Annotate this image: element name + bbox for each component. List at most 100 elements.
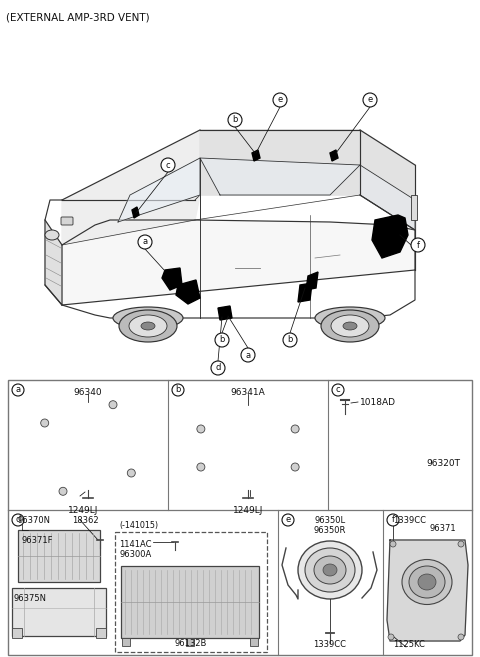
Text: d: d xyxy=(216,363,221,373)
FancyBboxPatch shape xyxy=(115,532,267,652)
Polygon shape xyxy=(45,220,62,305)
Circle shape xyxy=(458,634,464,640)
Circle shape xyxy=(161,158,175,172)
Circle shape xyxy=(172,384,184,396)
Circle shape xyxy=(377,440,413,476)
Text: 96341A: 96341A xyxy=(230,388,265,397)
Circle shape xyxy=(291,425,299,433)
Ellipse shape xyxy=(207,413,289,483)
Text: 96350R: 96350R xyxy=(314,526,346,535)
Circle shape xyxy=(12,514,24,526)
Text: 96300A: 96300A xyxy=(119,550,151,559)
Text: (EXTERNAL AMP-3RD VENT): (EXTERNAL AMP-3RD VENT) xyxy=(6,12,150,22)
Ellipse shape xyxy=(305,548,355,592)
Ellipse shape xyxy=(315,307,385,329)
FancyBboxPatch shape xyxy=(122,638,130,646)
Circle shape xyxy=(12,384,24,396)
Ellipse shape xyxy=(45,230,59,240)
Circle shape xyxy=(62,422,114,474)
FancyBboxPatch shape xyxy=(250,638,258,646)
Polygon shape xyxy=(252,150,260,161)
Ellipse shape xyxy=(418,574,436,590)
Circle shape xyxy=(80,440,96,456)
Circle shape xyxy=(283,333,297,347)
Circle shape xyxy=(389,452,401,464)
Ellipse shape xyxy=(323,564,337,576)
Ellipse shape xyxy=(402,560,452,604)
Circle shape xyxy=(197,425,205,433)
FancyBboxPatch shape xyxy=(18,530,100,582)
Circle shape xyxy=(291,463,299,471)
Polygon shape xyxy=(200,130,415,230)
Text: a: a xyxy=(15,386,21,394)
Text: 96371F: 96371F xyxy=(22,536,53,545)
Circle shape xyxy=(390,541,396,547)
FancyBboxPatch shape xyxy=(61,217,73,225)
Ellipse shape xyxy=(119,310,177,342)
Text: 96340: 96340 xyxy=(74,388,102,397)
Text: 1249LJ: 1249LJ xyxy=(68,506,98,515)
FancyBboxPatch shape xyxy=(96,628,106,638)
Ellipse shape xyxy=(409,566,445,598)
Polygon shape xyxy=(298,283,312,302)
Text: e: e xyxy=(277,95,283,104)
Circle shape xyxy=(109,401,117,409)
Text: e: e xyxy=(367,95,372,104)
Circle shape xyxy=(127,469,135,477)
Polygon shape xyxy=(162,268,182,290)
Polygon shape xyxy=(330,150,338,161)
Polygon shape xyxy=(62,130,415,245)
Text: 96375N: 96375N xyxy=(14,594,47,603)
Text: 1339CC: 1339CC xyxy=(313,640,347,649)
Circle shape xyxy=(228,113,242,127)
Ellipse shape xyxy=(314,556,346,584)
Text: b: b xyxy=(288,336,293,344)
Text: 96320T: 96320T xyxy=(426,459,460,468)
Text: 1249LJ: 1249LJ xyxy=(233,506,263,515)
Text: b: b xyxy=(232,116,238,124)
Circle shape xyxy=(332,384,344,396)
Ellipse shape xyxy=(331,315,369,337)
Text: 1018AD: 1018AD xyxy=(360,398,396,407)
Circle shape xyxy=(273,93,287,107)
Ellipse shape xyxy=(221,425,275,471)
Circle shape xyxy=(59,487,67,495)
Text: (-141015): (-141015) xyxy=(119,521,158,530)
Ellipse shape xyxy=(298,541,362,599)
Text: 96350L: 96350L xyxy=(314,516,346,525)
Text: b: b xyxy=(219,336,225,344)
Text: d: d xyxy=(15,516,21,524)
Polygon shape xyxy=(360,165,415,230)
Text: e: e xyxy=(286,516,290,524)
Text: a: a xyxy=(143,237,147,246)
Circle shape xyxy=(411,238,425,252)
Circle shape xyxy=(367,430,423,486)
Polygon shape xyxy=(306,272,318,290)
Text: 96370N: 96370N xyxy=(18,516,51,525)
Ellipse shape xyxy=(198,405,298,491)
Polygon shape xyxy=(62,220,415,305)
Ellipse shape xyxy=(113,307,183,329)
Circle shape xyxy=(387,514,399,526)
Circle shape xyxy=(42,402,134,494)
Polygon shape xyxy=(372,215,408,258)
Text: f: f xyxy=(417,240,420,250)
Polygon shape xyxy=(200,158,360,195)
Circle shape xyxy=(41,419,48,427)
Polygon shape xyxy=(387,540,468,641)
FancyBboxPatch shape xyxy=(186,638,194,646)
Text: 1125KC: 1125KC xyxy=(393,640,425,649)
FancyBboxPatch shape xyxy=(8,380,472,655)
Polygon shape xyxy=(218,306,232,320)
Ellipse shape xyxy=(129,315,167,337)
Polygon shape xyxy=(118,158,200,222)
Circle shape xyxy=(363,93,377,107)
Text: a: a xyxy=(245,350,251,359)
Circle shape xyxy=(458,541,464,547)
Circle shape xyxy=(241,348,255,362)
FancyBboxPatch shape xyxy=(411,195,417,220)
FancyBboxPatch shape xyxy=(12,588,106,636)
Text: c: c xyxy=(166,160,170,170)
Text: 1339CC: 1339CC xyxy=(393,516,426,525)
Circle shape xyxy=(215,333,229,347)
